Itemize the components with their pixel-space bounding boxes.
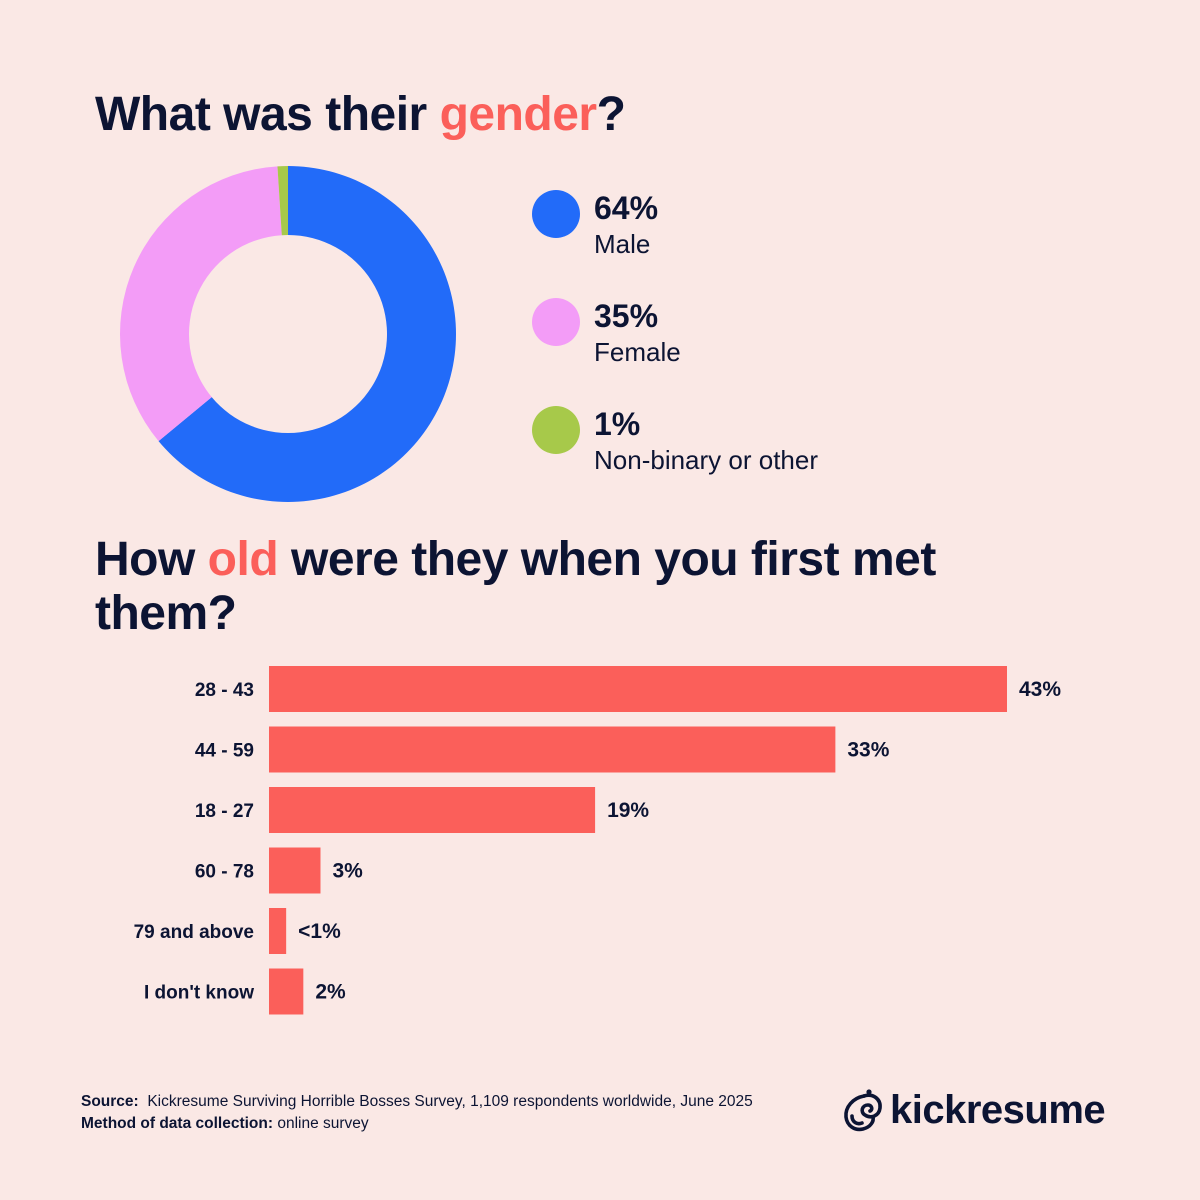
legend-percent: 35% (594, 298, 659, 334)
legend-label: Male (594, 229, 651, 259)
bar-value-label: <1% (298, 920, 341, 943)
title-text-end: were they when you first met them? (95, 533, 936, 640)
gender-section-title: What was their gender? (95, 88, 626, 142)
bar-value-label: 43% (1019, 678, 1061, 701)
bar-i-don-t-know (269, 968, 304, 1015)
bar-category-label: 28 - 43 (195, 680, 254, 701)
title-text: What was their (95, 88, 440, 141)
legend-percent: 64% (594, 190, 659, 226)
title-highlight: old (207, 533, 279, 586)
bar-category-label: 44 - 59 (195, 741, 254, 762)
method-text: online survey (277, 1115, 369, 1132)
bar-28-43 (269, 666, 1007, 712)
method-row: Method of data collection: online survey (81, 1113, 753, 1135)
bar-category-label: 60 - 78 (195, 862, 254, 883)
legend-label: Non-binary or other (594, 445, 818, 475)
source-label: Source: (81, 1093, 139, 1110)
bar-44-59 (269, 726, 836, 773)
title-text: How (95, 533, 208, 586)
legend-swatch (532, 406, 580, 454)
legend-swatch (532, 190, 580, 238)
footer-source: Source: Kickresume Surviving Horrible Bo… (81, 1091, 753, 1135)
bar-value-label: 33% (847, 739, 889, 762)
source-text: Kickresume Surviving Horrible Bosses Sur… (147, 1093, 753, 1110)
bar-79-and-above (269, 908, 287, 954)
bar-value-label: 2% (315, 981, 346, 1004)
legend-label: Female (594, 337, 681, 367)
bar-18-27 (269, 787, 596, 833)
title-highlight: gender (439, 88, 598, 141)
bar-value-label: 3% (332, 860, 363, 883)
bar-category-label: 18 - 27 (195, 801, 254, 822)
legend-percent: 1% (594, 406, 641, 442)
bar-value-label: 19% (607, 799, 649, 822)
donut-slice-non-binary-or-other (277, 166, 288, 236)
title-text-end: ? (596, 88, 626, 141)
kickresume-logo-icon (844, 1089, 882, 1132)
method-label: Method of data collection: (81, 1115, 274, 1132)
source-row: Source: Kickresume Surviving Horrible Bo… (81, 1091, 753, 1113)
bar-category-label: I don't know (144, 983, 254, 1004)
age-bar-chart: 28 - 43 43% 44 - 59 33% 18 - 27 19% 60 - 78 3% 7… (134, 666, 1061, 1015)
gender-donut-chart (120, 166, 456, 502)
age-section-title: How old were they when you first met the… (95, 533, 1055, 641)
donut-slice-male (158, 166, 456, 502)
bar-60-78 (269, 847, 321, 894)
brand-name: kickresume (890, 1088, 1106, 1132)
donut-slice-female (120, 166, 282, 442)
legend-swatch (532, 298, 580, 346)
bar-category-label: 79 and above (134, 922, 254, 943)
